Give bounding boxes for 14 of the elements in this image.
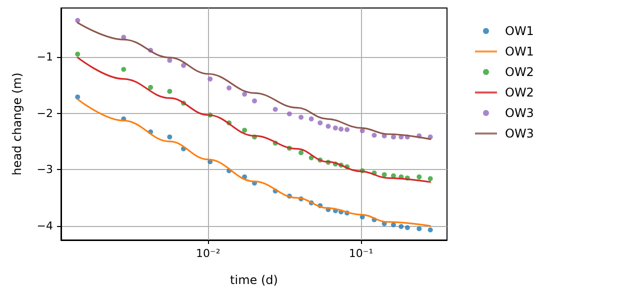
y-tick-label: −2 bbox=[36, 106, 53, 120]
legend-label: OW1 bbox=[505, 24, 534, 38]
x-tick-label: 10⁻² bbox=[196, 247, 220, 260]
legend-label: OW3 bbox=[505, 126, 534, 140]
legend-label: OW2 bbox=[505, 65, 534, 79]
y-axis-title: head change (m) bbox=[10, 72, 24, 176]
x-tick-label: 10⁻¹ bbox=[348, 247, 374, 260]
y-tick-label: −1 bbox=[36, 50, 53, 64]
x-axis-title: time (d) bbox=[230, 273, 278, 287]
legend-label: OW3 bbox=[505, 106, 534, 120]
y-tick-label: −3 bbox=[36, 163, 53, 176]
legend-label: OW2 bbox=[505, 86, 534, 100]
y-tick-label: −4 bbox=[36, 219, 53, 232]
legend-label: OW1 bbox=[505, 44, 534, 58]
